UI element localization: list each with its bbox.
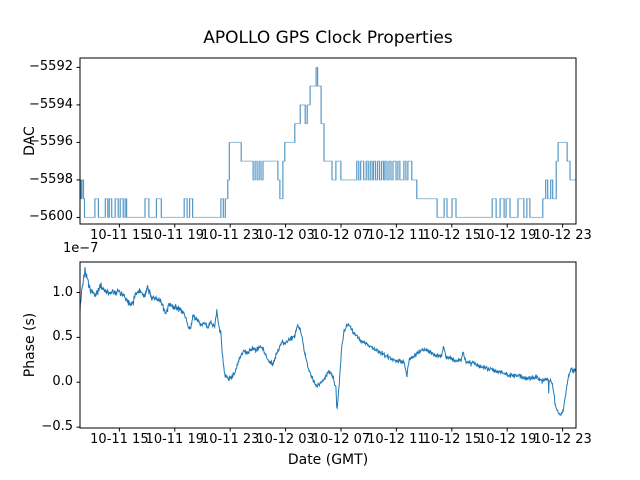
x-tick-label: 10-12 23 <box>533 432 592 447</box>
x-tick-label: 10-11 23 <box>200 228 260 243</box>
y-tick-label: 1.0 <box>52 284 73 300</box>
x-tick-label: 10-12 15 <box>422 228 482 243</box>
dac-step-verticals <box>80 67 571 218</box>
x-tick-label: 10-12 19 <box>477 228 537 243</box>
x-tick-label: 10-12 07 <box>311 228 371 243</box>
x-tick-label: 10-11 23 <box>200 432 260 447</box>
y-tick-label: −5592 <box>29 59 73 75</box>
y-tick-label: 0.0 <box>52 374 73 390</box>
x-tick-label: 10-12 03 <box>256 432 315 447</box>
x-tick-label: 10-11 15 <box>90 228 149 243</box>
phase-offset-text: 1e−7 <box>63 241 99 256</box>
axes-border <box>79 261 577 429</box>
x-tick-label: 10-12 11 <box>367 432 426 447</box>
x-tick-label: 10-12 23 <box>533 228 592 243</box>
y-tick-label: −5598 <box>29 171 73 187</box>
x-tick-label: 10-12 15 <box>422 432 482 447</box>
axes-border <box>79 57 577 225</box>
x-tick-label: 10-12 19 <box>477 432 537 447</box>
y-tick-label: −5596 <box>29 134 73 150</box>
x-tick-label: 10-12 07 <box>311 432 371 447</box>
y-tick-label: −5600 <box>29 209 73 225</box>
y-tick-label: 0.5 <box>52 329 73 345</box>
x-tick-label: 10-12 11 <box>367 228 426 243</box>
y-tick-label: −0.5 <box>41 419 73 435</box>
y-tick-label: −5594 <box>29 96 73 112</box>
dac-step-line <box>80 66 576 218</box>
phase-axis-label: Phase (s) <box>22 312 38 378</box>
x-tick-label: 10-11 15 <box>90 432 149 447</box>
x-tick-label: 10-12 03 <box>256 228 315 243</box>
phase-line <box>80 267 576 416</box>
x-tick-label: 10-11 19 <box>145 432 205 447</box>
figure-title: APOLLO GPS Clock Properties <box>203 28 453 48</box>
x-tick-label: 10-11 19 <box>145 228 205 243</box>
xaxis-label: Date (GMT) <box>287 452 369 468</box>
